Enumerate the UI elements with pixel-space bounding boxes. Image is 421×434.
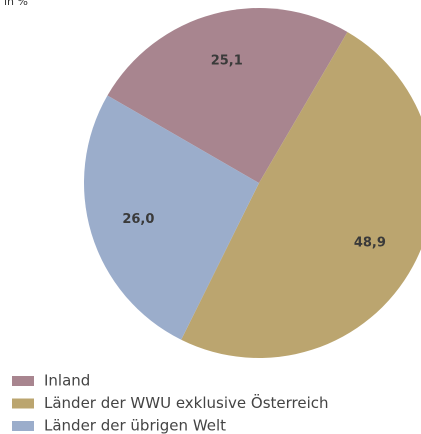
- legend-label: Inland: [44, 372, 90, 390]
- pie-slice: [83, 95, 259, 340]
- pie-slice: [107, 8, 348, 183]
- pie-slice: [181, 31, 421, 358]
- legend-label: Länder der WWU exklusive Österreich: [44, 393, 329, 412]
- value-label: 26,0: [122, 212, 154, 227]
- legend-label: Länder der übrigen Welt: [44, 417, 226, 434]
- value-label: 25,1: [211, 54, 243, 69]
- chart-subtitle: in %: [4, 0, 28, 8]
- legend-swatch: [12, 398, 34, 409]
- value-label: 48,9: [354, 235, 386, 250]
- legend-swatch: [12, 421, 34, 431]
- legend-swatch: [12, 376, 34, 386]
